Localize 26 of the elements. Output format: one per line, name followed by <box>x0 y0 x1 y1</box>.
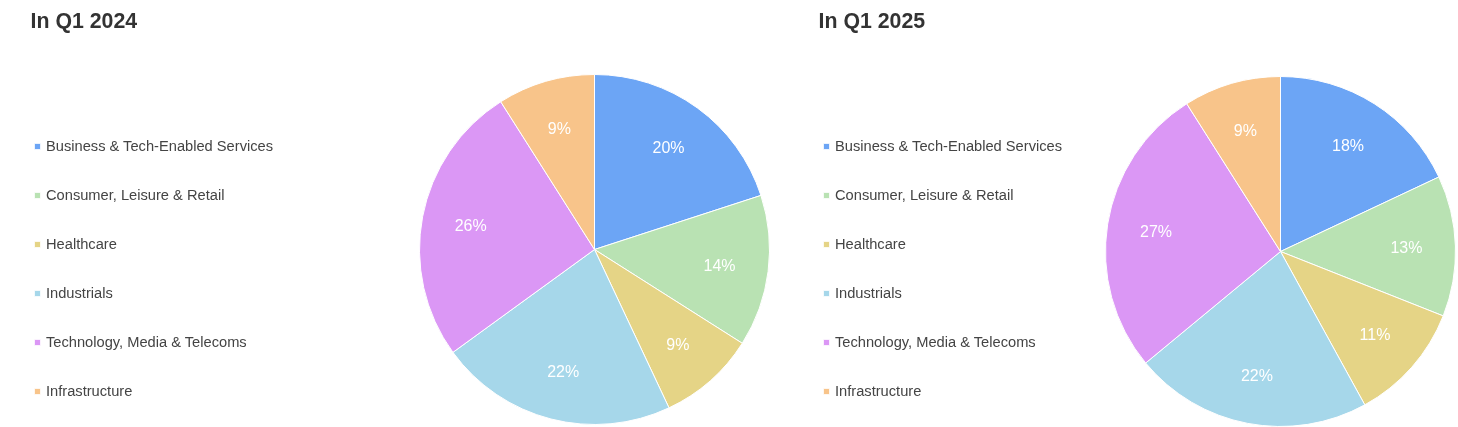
legend-label: Technology, Media & Telecoms <box>46 334 247 350</box>
data-label: 27% <box>1140 223 1173 241</box>
data-label: 14% <box>703 256 736 274</box>
data-label: 20% <box>652 139 685 157</box>
legend-label: Infrastructure <box>46 383 133 399</box>
chart-title: In Q1 2024 <box>30 8 138 33</box>
data-label: 13% <box>1390 239 1423 257</box>
legend-label: Infrastructure <box>835 383 922 399</box>
legend-label: Healthcare <box>46 236 117 252</box>
data-label: 9% <box>666 335 690 353</box>
legend-label: Business & Tech-Enabled Services <box>835 138 1063 154</box>
data-label: 26% <box>454 217 487 235</box>
data-label: 22% <box>1240 366 1273 384</box>
legend-label: Business & Tech-Enabled Services <box>46 138 274 154</box>
legend-label: Industrials <box>835 285 902 301</box>
data-label: 9% <box>547 120 571 137</box>
legend-label: Consumer, Leisure & Retail <box>46 187 225 203</box>
legend-label: Healthcare <box>835 236 906 252</box>
legend-label: Technology, Media & Telecoms <box>835 334 1036 350</box>
legend-label: Industrials <box>46 285 113 301</box>
data-label: 11% <box>1359 326 1391 344</box>
data-label: 18% <box>1332 136 1365 154</box>
data-label: 22% <box>547 363 580 381</box>
data-label: 9% <box>1233 122 1257 139</box>
chart-title: In Q1 2025 <box>818 8 926 33</box>
legend-label: Consumer, Leisure & Retail <box>835 187 1014 203</box>
